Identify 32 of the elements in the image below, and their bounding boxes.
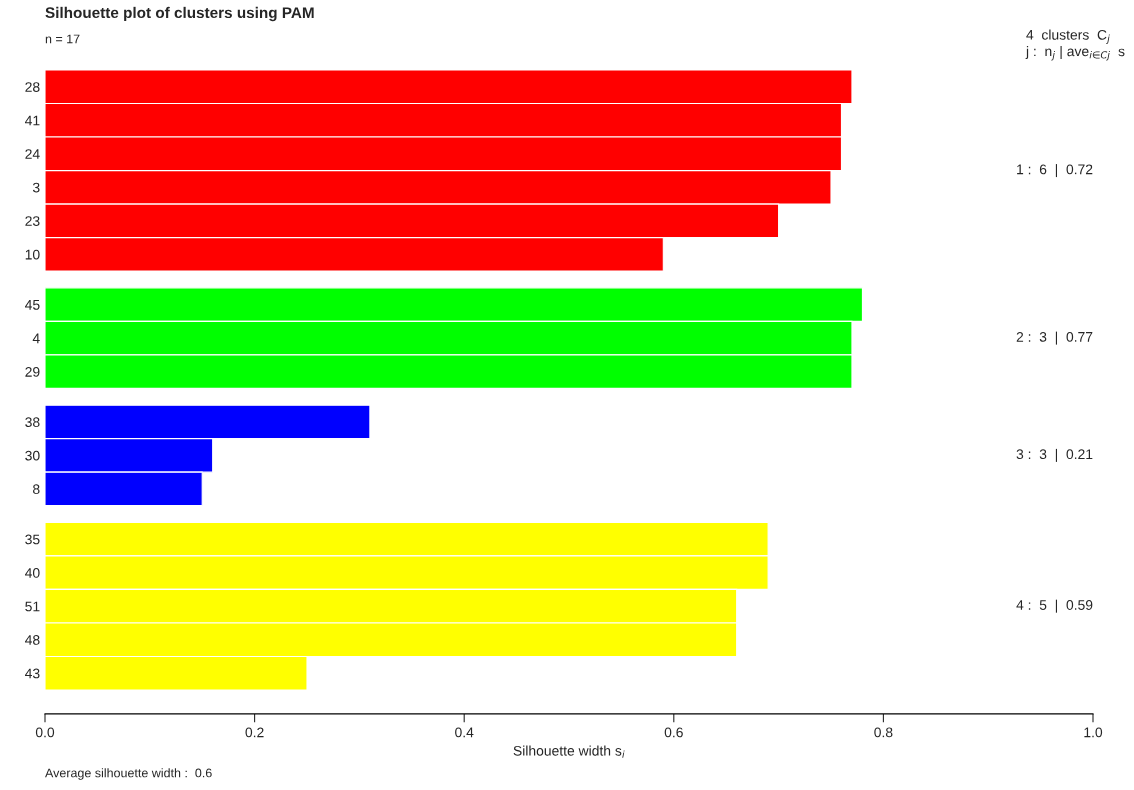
y-tick-label: 40 bbox=[25, 568, 40, 578]
x-tick-label: 0.8 bbox=[874, 727, 893, 738]
annotation: 4 : 5 | 0.59 bbox=[1016, 599, 1093, 613]
y-tick-label: 24 bbox=[25, 149, 40, 159]
text: 4 clusters C$_{j}$ j : n$_{j}$ | ave$_{i∈Cj}$ s bbox=[1025, 29, 1125, 61]
x-axis-title: Silhouette width s$_{i}$ bbox=[513, 745, 625, 758]
annotation: 1 : 6 | 0.72 bbox=[1017, 164, 1093, 178]
x-tick-label: 0.0 bbox=[35, 727, 55, 738]
annotation: 3 : 3 | 0.21 bbox=[1016, 448, 1093, 462]
y-tick-label: 45 bbox=[25, 300, 40, 310]
y-tick-label: 23 bbox=[25, 216, 40, 227]
y-tick-label: 48 bbox=[25, 635, 40, 645]
y-tick-label: 8 bbox=[33, 484, 40, 495]
x-tick-label: 1.0 bbox=[1084, 727, 1103, 738]
y-tick-label: 38 bbox=[25, 417, 40, 428]
chart-title: Silhouette plot of clusters using PAM bbox=[45, 6, 314, 22]
y-tick-label: 28 bbox=[25, 82, 40, 92]
y-tick-label: 3 bbox=[32, 182, 40, 193]
y-tick-label: 43 bbox=[25, 668, 40, 679]
x-tick-label: 0.4 bbox=[455, 727, 474, 738]
y-tick-label: 35 bbox=[25, 534, 40, 545]
y-tick-label: 51 bbox=[25, 601, 40, 612]
y-tick-label: 30 bbox=[25, 450, 40, 461]
y-tick-label: 29 bbox=[25, 366, 40, 377]
text: Average silhouette width : 0.6 bbox=[45, 768, 212, 780]
x-tick-label: 0.2 bbox=[245, 727, 264, 738]
annotation: 2 : 3 | 0.77 bbox=[1016, 331, 1093, 345]
y-tick-label: 4 bbox=[32, 333, 40, 344]
chart-subtitle: n = 17 bbox=[45, 34, 80, 44]
y-tick-label: 41 bbox=[25, 115, 40, 126]
x-tick-label: 0.6 bbox=[664, 727, 683, 738]
y-tick-label: 10 bbox=[25, 249, 40, 260]
